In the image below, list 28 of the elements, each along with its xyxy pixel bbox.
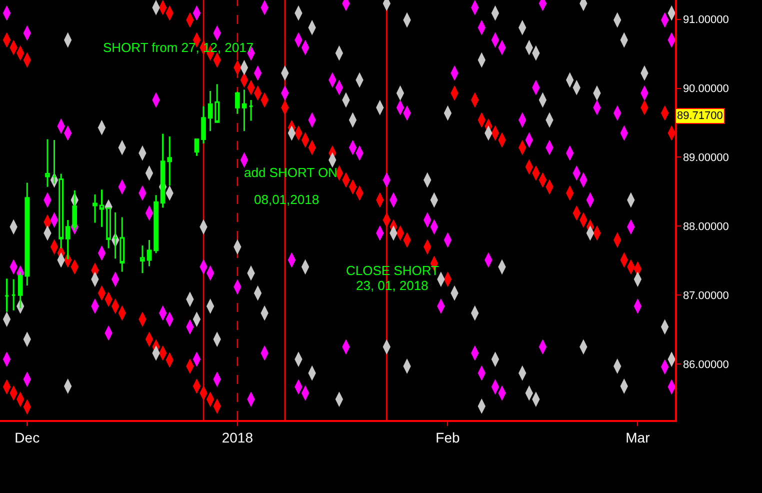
- text: 89.71700: [677, 110, 723, 122]
- y-tick-label: 86.00000: [682, 358, 729, 371]
- candlestick: [92, 194, 98, 224]
- candlestick: [235, 90, 240, 115]
- candlestick: [201, 105, 206, 144]
- candlestick: [194, 138, 200, 157]
- candlestick: [120, 216, 125, 272]
- x-tick-label: 2018: [222, 430, 254, 446]
- y-tick-label: 87.00000: [682, 290, 729, 302]
- y-tick-label: 89.00000: [682, 152, 729, 164]
- candlestick: [154, 194, 158, 254]
- candlestick: [146, 239, 152, 267]
- candlestick: [214, 83, 220, 124]
- y-tick-label: 91.00000: [682, 14, 729, 26]
- candlestick: [99, 188, 104, 228]
- y-tick-label: 90.00000: [682, 83, 729, 96]
- y-tick-label: 88.00000: [682, 221, 729, 234]
- x-tick-label: Feb: [436, 430, 460, 446]
- candlestick: [11, 278, 16, 312]
- candlestick: [208, 90, 213, 132]
- candlestick: [160, 133, 166, 208]
- x-tick-label: Mar: [626, 430, 650, 446]
- candlestick: [248, 99, 254, 122]
- candlestick: [242, 88, 247, 132]
- x-tick-label: Dec: [14, 430, 40, 446]
- candlestick: [45, 138, 50, 188]
- candlestick: [140, 244, 145, 274]
- candlestick: [112, 212, 118, 260]
